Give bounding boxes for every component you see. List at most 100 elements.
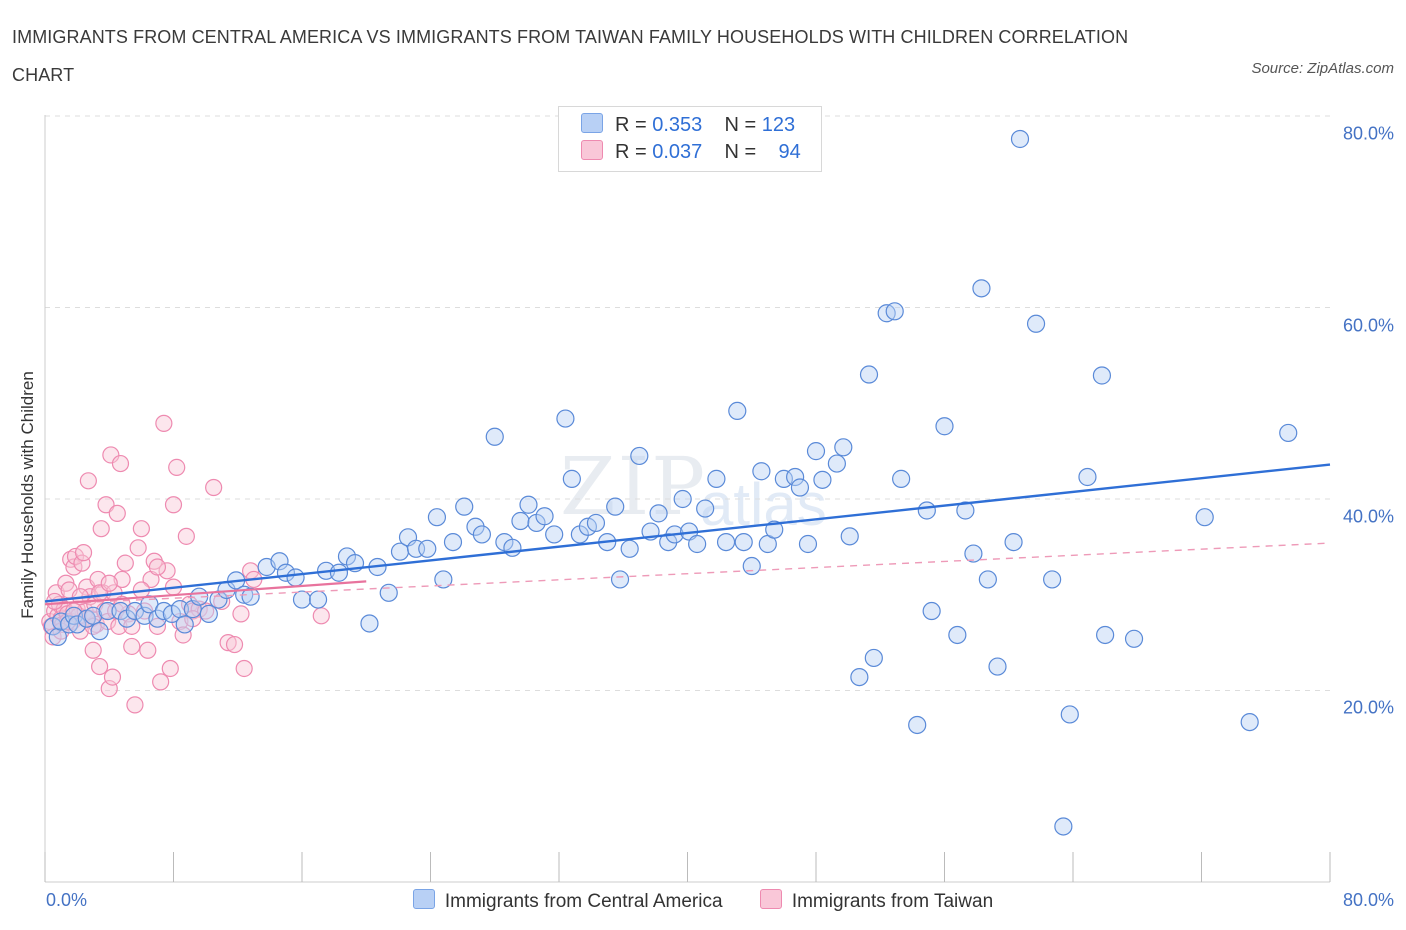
central-america-point-99 bbox=[892, 469, 911, 488]
taiwan-point-77 bbox=[312, 607, 330, 625]
central-america-point-68 bbox=[630, 446, 649, 466]
central-america-point-8 bbox=[90, 622, 109, 641]
taiwan-point-57 bbox=[152, 673, 170, 691]
central-america-point-105 bbox=[964, 544, 983, 563]
central-america-point-119 bbox=[1279, 423, 1298, 443]
y-axis-label: Family Households with Children bbox=[18, 371, 37, 619]
taiwan-point-60 bbox=[161, 659, 179, 678]
central-america-point-103 bbox=[935, 417, 954, 436]
taiwan-trend-extended bbox=[44, 542, 1331, 606]
taiwan-point-93 bbox=[213, 592, 231, 611]
legend-swatch-central-america bbox=[412, 889, 435, 909]
taiwan-point-58 bbox=[155, 414, 173, 432]
legend-n-value-blue: 123 bbox=[761, 114, 796, 136]
series-legend: Immigrants from Central America Immigran… bbox=[0, 889, 1406, 913]
central-america-point-60 bbox=[562, 469, 581, 488]
central-america-point-70 bbox=[649, 504, 668, 523]
central-america-trend-line bbox=[44, 463, 1331, 603]
central-america-point-51 bbox=[485, 427, 504, 446]
central-america-point-122 bbox=[1004, 532, 1023, 552]
central-america-point-9 bbox=[98, 601, 117, 621]
central-america-point-98 bbox=[885, 302, 904, 321]
legend-r-label-blue: R = bbox=[615, 114, 653, 136]
central-america-point-44 bbox=[418, 539, 437, 558]
central-america-point-101 bbox=[917, 501, 936, 520]
taiwan-point-59 bbox=[158, 562, 176, 580]
central-america-point-88 bbox=[798, 534, 818, 554]
central-america-point-96 bbox=[864, 648, 883, 668]
legend-n-label-pink: N = bbox=[724, 141, 762, 163]
taiwan-point-86 bbox=[100, 574, 118, 592]
taiwan-point-48 bbox=[123, 637, 141, 656]
central-america-point-77 bbox=[707, 469, 726, 488]
taiwan-point-53 bbox=[139, 641, 157, 659]
taiwan-point-38 bbox=[102, 446, 120, 464]
taiwan-point-74 bbox=[235, 659, 253, 678]
central-america-point-55 bbox=[519, 495, 538, 514]
legend-row-pink: R = 0.037 N = 94 bbox=[581, 140, 801, 166]
legend-label-taiwan: Immigrants from Taiwan bbox=[791, 891, 994, 912]
taiwan-point-50 bbox=[129, 539, 147, 557]
legend-swatch-blue bbox=[581, 113, 603, 133]
taiwan-point-44 bbox=[111, 454, 130, 473]
central-america-point-1 bbox=[48, 627, 67, 646]
y-tick-60: 60.0% bbox=[1342, 315, 1394, 336]
taiwan-point-16 bbox=[66, 547, 85, 566]
central-america-point-33 bbox=[308, 590, 328, 609]
legend-r-value-pink: 0.037 bbox=[652, 141, 703, 163]
central-america-point-75 bbox=[688, 534, 707, 554]
stats-legend: R = 0.353 N = 123 R = 0.037 N = 94 bbox=[558, 106, 822, 172]
taiwan-point-65 bbox=[177, 527, 195, 545]
central-america-point-73 bbox=[673, 489, 692, 509]
central-america-point-118 bbox=[1240, 712, 1259, 732]
y-tick-40: 40.0% bbox=[1342, 506, 1394, 527]
central-america-point-48 bbox=[455, 497, 474, 516]
central-america-point-66 bbox=[610, 570, 630, 589]
taiwan-point-56 bbox=[148, 617, 167, 635]
central-america-point-104 bbox=[948, 625, 967, 645]
taiwan-trend-line bbox=[44, 580, 367, 606]
taiwan-point-68 bbox=[190, 600, 208, 618]
taiwan-point-61 bbox=[164, 496, 183, 514]
central-america-point-54 bbox=[511, 511, 530, 531]
taiwan-point-49 bbox=[126, 696, 144, 714]
central-america-point-93 bbox=[840, 527, 859, 546]
taiwan-point-20 bbox=[73, 554, 91, 572]
legend-row-blue: R = 0.353 N = 123 bbox=[581, 113, 795, 139]
legend-n-value-pink: 94 bbox=[778, 141, 801, 163]
central-america-point-31 bbox=[286, 568, 305, 587]
central-america-point-120 bbox=[956, 501, 975, 520]
taiwan-point-42 bbox=[108, 504, 126, 522]
legend-n-label-blue: N = bbox=[724, 114, 762, 136]
central-america-point-78 bbox=[716, 532, 736, 552]
central-america-point-91 bbox=[827, 454, 846, 473]
central-america-point-27 bbox=[241, 587, 260, 606]
central-america-point-95 bbox=[859, 365, 879, 384]
taiwan-point-45 bbox=[113, 570, 131, 589]
legend-swatch-pink bbox=[581, 140, 603, 160]
taiwan-point-62 bbox=[168, 458, 186, 477]
central-america-point-85 bbox=[774, 469, 793, 488]
central-america-point-82 bbox=[752, 462, 771, 481]
central-america-point-47 bbox=[443, 532, 463, 552]
legend-label-central-america: Immigrants from Central America bbox=[444, 891, 723, 912]
central-america-point-79 bbox=[728, 401, 747, 421]
central-america-point-114 bbox=[1092, 366, 1112, 385]
legend-swatch-taiwan bbox=[759, 889, 782, 909]
central-america-point-112 bbox=[1060, 705, 1079, 724]
central-america-point-81 bbox=[742, 556, 761, 576]
central-america-point-57 bbox=[535, 507, 554, 526]
central-america-point-76 bbox=[696, 499, 715, 518]
taiwan-point-21 bbox=[74, 544, 93, 562]
central-america-point-35 bbox=[329, 563, 349, 582]
taiwan-point-51 bbox=[132, 520, 150, 538]
y-tick-80: 80.0% bbox=[1342, 123, 1394, 144]
central-america-point-80 bbox=[734, 532, 753, 552]
taiwan-point-30 bbox=[89, 570, 107, 589]
x-tick-max: 80.0% bbox=[1342, 890, 1394, 910]
watermark-atlas: atlas bbox=[700, 471, 827, 538]
legend-item-taiwan: Immigrants from Taiwan bbox=[759, 889, 994, 913]
chart-title: IMMIGRANTS FROM CENTRAL AMERICA VS IMMIG… bbox=[12, 27, 1129, 85]
taiwan-point-24 bbox=[79, 472, 97, 490]
